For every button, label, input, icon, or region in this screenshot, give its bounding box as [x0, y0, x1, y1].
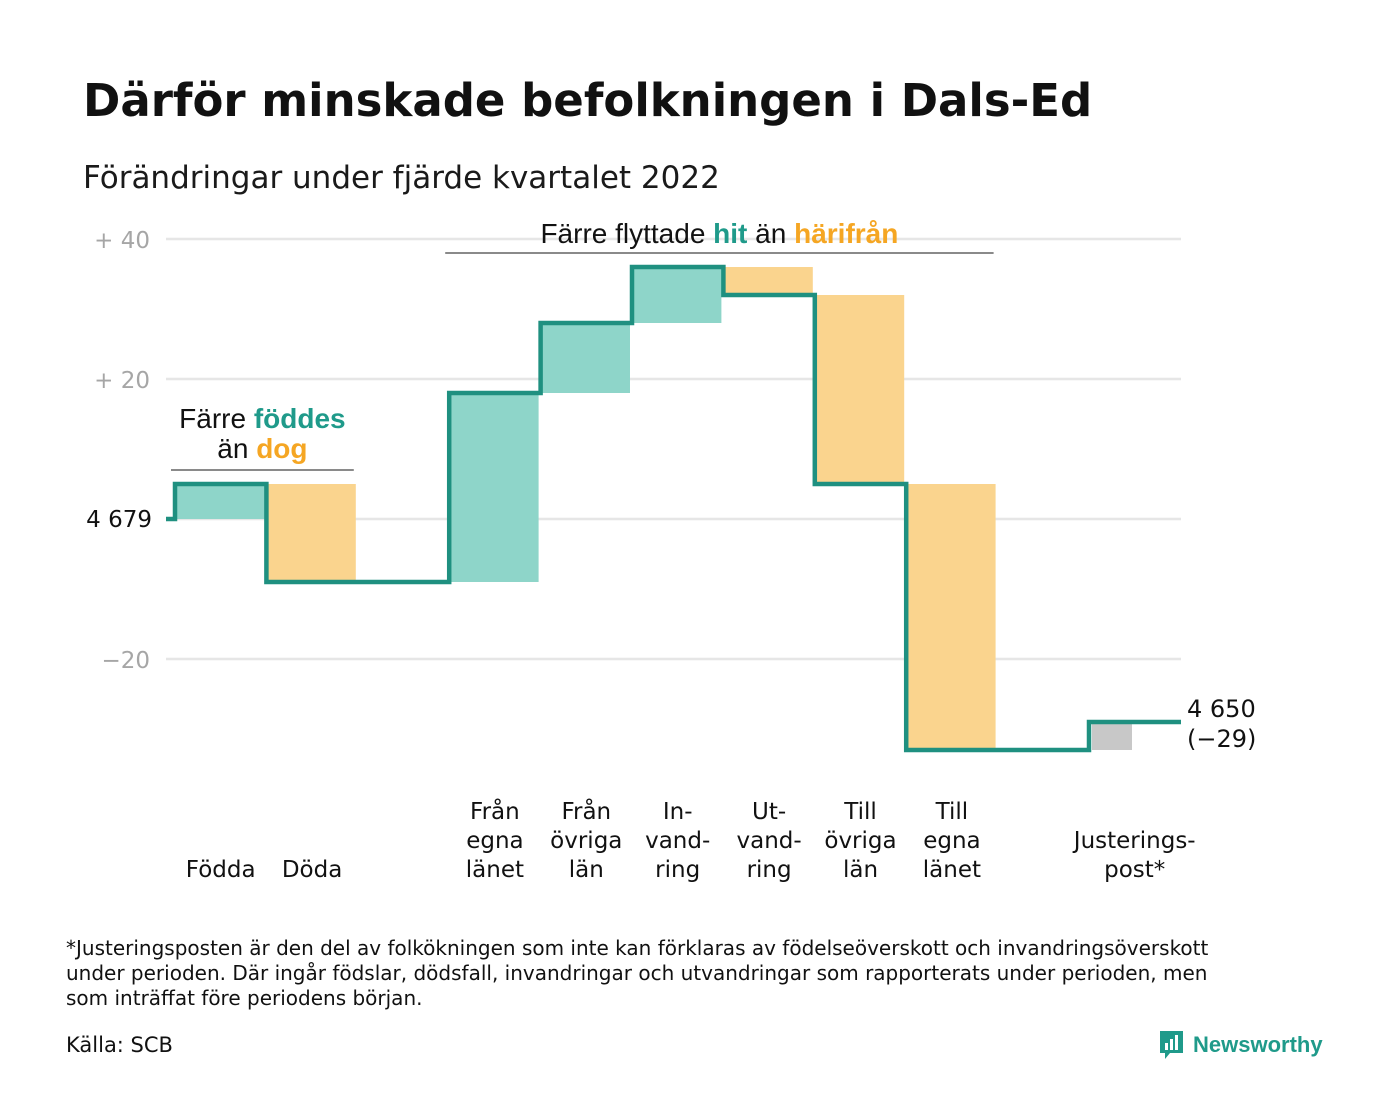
- annotation-text: än dog: [217, 433, 307, 464]
- increase-bar: [175, 484, 265, 519]
- increase-bar: [540, 323, 630, 393]
- category-label: Från: [470, 797, 520, 825]
- adjustment-bar: [1092, 722, 1132, 750]
- decrease-bar: [906, 484, 996, 750]
- category-label: vand-: [737, 828, 802, 854]
- chart-subtitle: Förändringar under fjärde kvartalet 2022: [83, 160, 720, 196]
- category-label: In-: [663, 799, 693, 825]
- category-label: Födda: [186, 857, 256, 883]
- chart-title: Därför minskade befolkningen i Dals-Ed: [83, 74, 1093, 127]
- category-label: Döda: [282, 857, 342, 883]
- annotation-text: Färre föddes: [179, 403, 345, 434]
- increase-bar: [449, 393, 539, 582]
- waterfall-chart: + 40 + 20 −20 Födda Döda Från egna länet Från övr…: [86, 218, 1256, 883]
- newsworthy-logo-icon: [1160, 1031, 1183, 1059]
- category-label: Från: [561, 797, 611, 825]
- category-label: Ut-: [752, 799, 786, 825]
- category-label: Till: [935, 799, 969, 825]
- category-label: ring: [747, 857, 792, 883]
- decrease-bar: [266, 484, 356, 582]
- annotation-fragment: föddes: [254, 403, 346, 434]
- annotation-fragment: dog: [256, 433, 307, 464]
- brand-name: Newsworthy: [1193, 1032, 1323, 1057]
- annotation-text: Färre flyttade hit än härifrån: [540, 218, 898, 249]
- category-label: län: [569, 857, 604, 883]
- increase-bar: [632, 267, 722, 323]
- decrease-bar: [814, 295, 905, 484]
- annotation-fragment: än: [217, 433, 256, 464]
- y-tick-label: −20: [101, 648, 150, 674]
- category-label: post*: [1104, 857, 1165, 883]
- footnote-line: under perioden. Där ingår födslar, dödsf…: [66, 961, 1208, 985]
- category-label: Till: [843, 799, 877, 825]
- category-label: ring: [655, 857, 700, 883]
- category-label: vand-: [645, 828, 710, 854]
- y-tick-label: + 40: [94, 228, 150, 254]
- annotation-fragment: härifrån: [794, 218, 898, 249]
- category-label: län: [843, 857, 878, 883]
- category-label: Justerings-: [1072, 828, 1196, 854]
- source-note: Källa: SCB: [66, 1033, 173, 1057]
- footnote: *Justeringsposten är den del av folkökni…: [66, 936, 1356, 1011]
- annotation-fragment: än: [747, 218, 794, 249]
- category-label: egna: [466, 828, 523, 854]
- category-label: länet: [923, 857, 981, 883]
- category-label: övriga: [824, 828, 896, 854]
- decrease-bar: [723, 267, 813, 295]
- running-total-line: [166, 264, 1181, 753]
- end-value-label: 4 650: [1187, 695, 1256, 723]
- category-label: egna: [923, 828, 980, 854]
- annotation-fragment: Färre flyttade: [540, 218, 713, 249]
- category-label: övriga: [550, 828, 622, 854]
- start-value-label: 4 679: [86, 507, 152, 533]
- y-tick-label: + 20: [94, 368, 150, 394]
- brand-logo: Newsworthy: [1158, 1028, 1323, 1062]
- end-value-label: (−29): [1187, 725, 1256, 753]
- annotation-fragment: Färre: [179, 403, 254, 434]
- annotation-fragment: hit: [713, 218, 747, 249]
- footnote-line: som inträffat före periodens början.: [66, 986, 423, 1010]
- category-label: länet: [466, 857, 524, 883]
- footnote-line: *Justeringsposten är den del av folkökni…: [66, 936, 1209, 960]
